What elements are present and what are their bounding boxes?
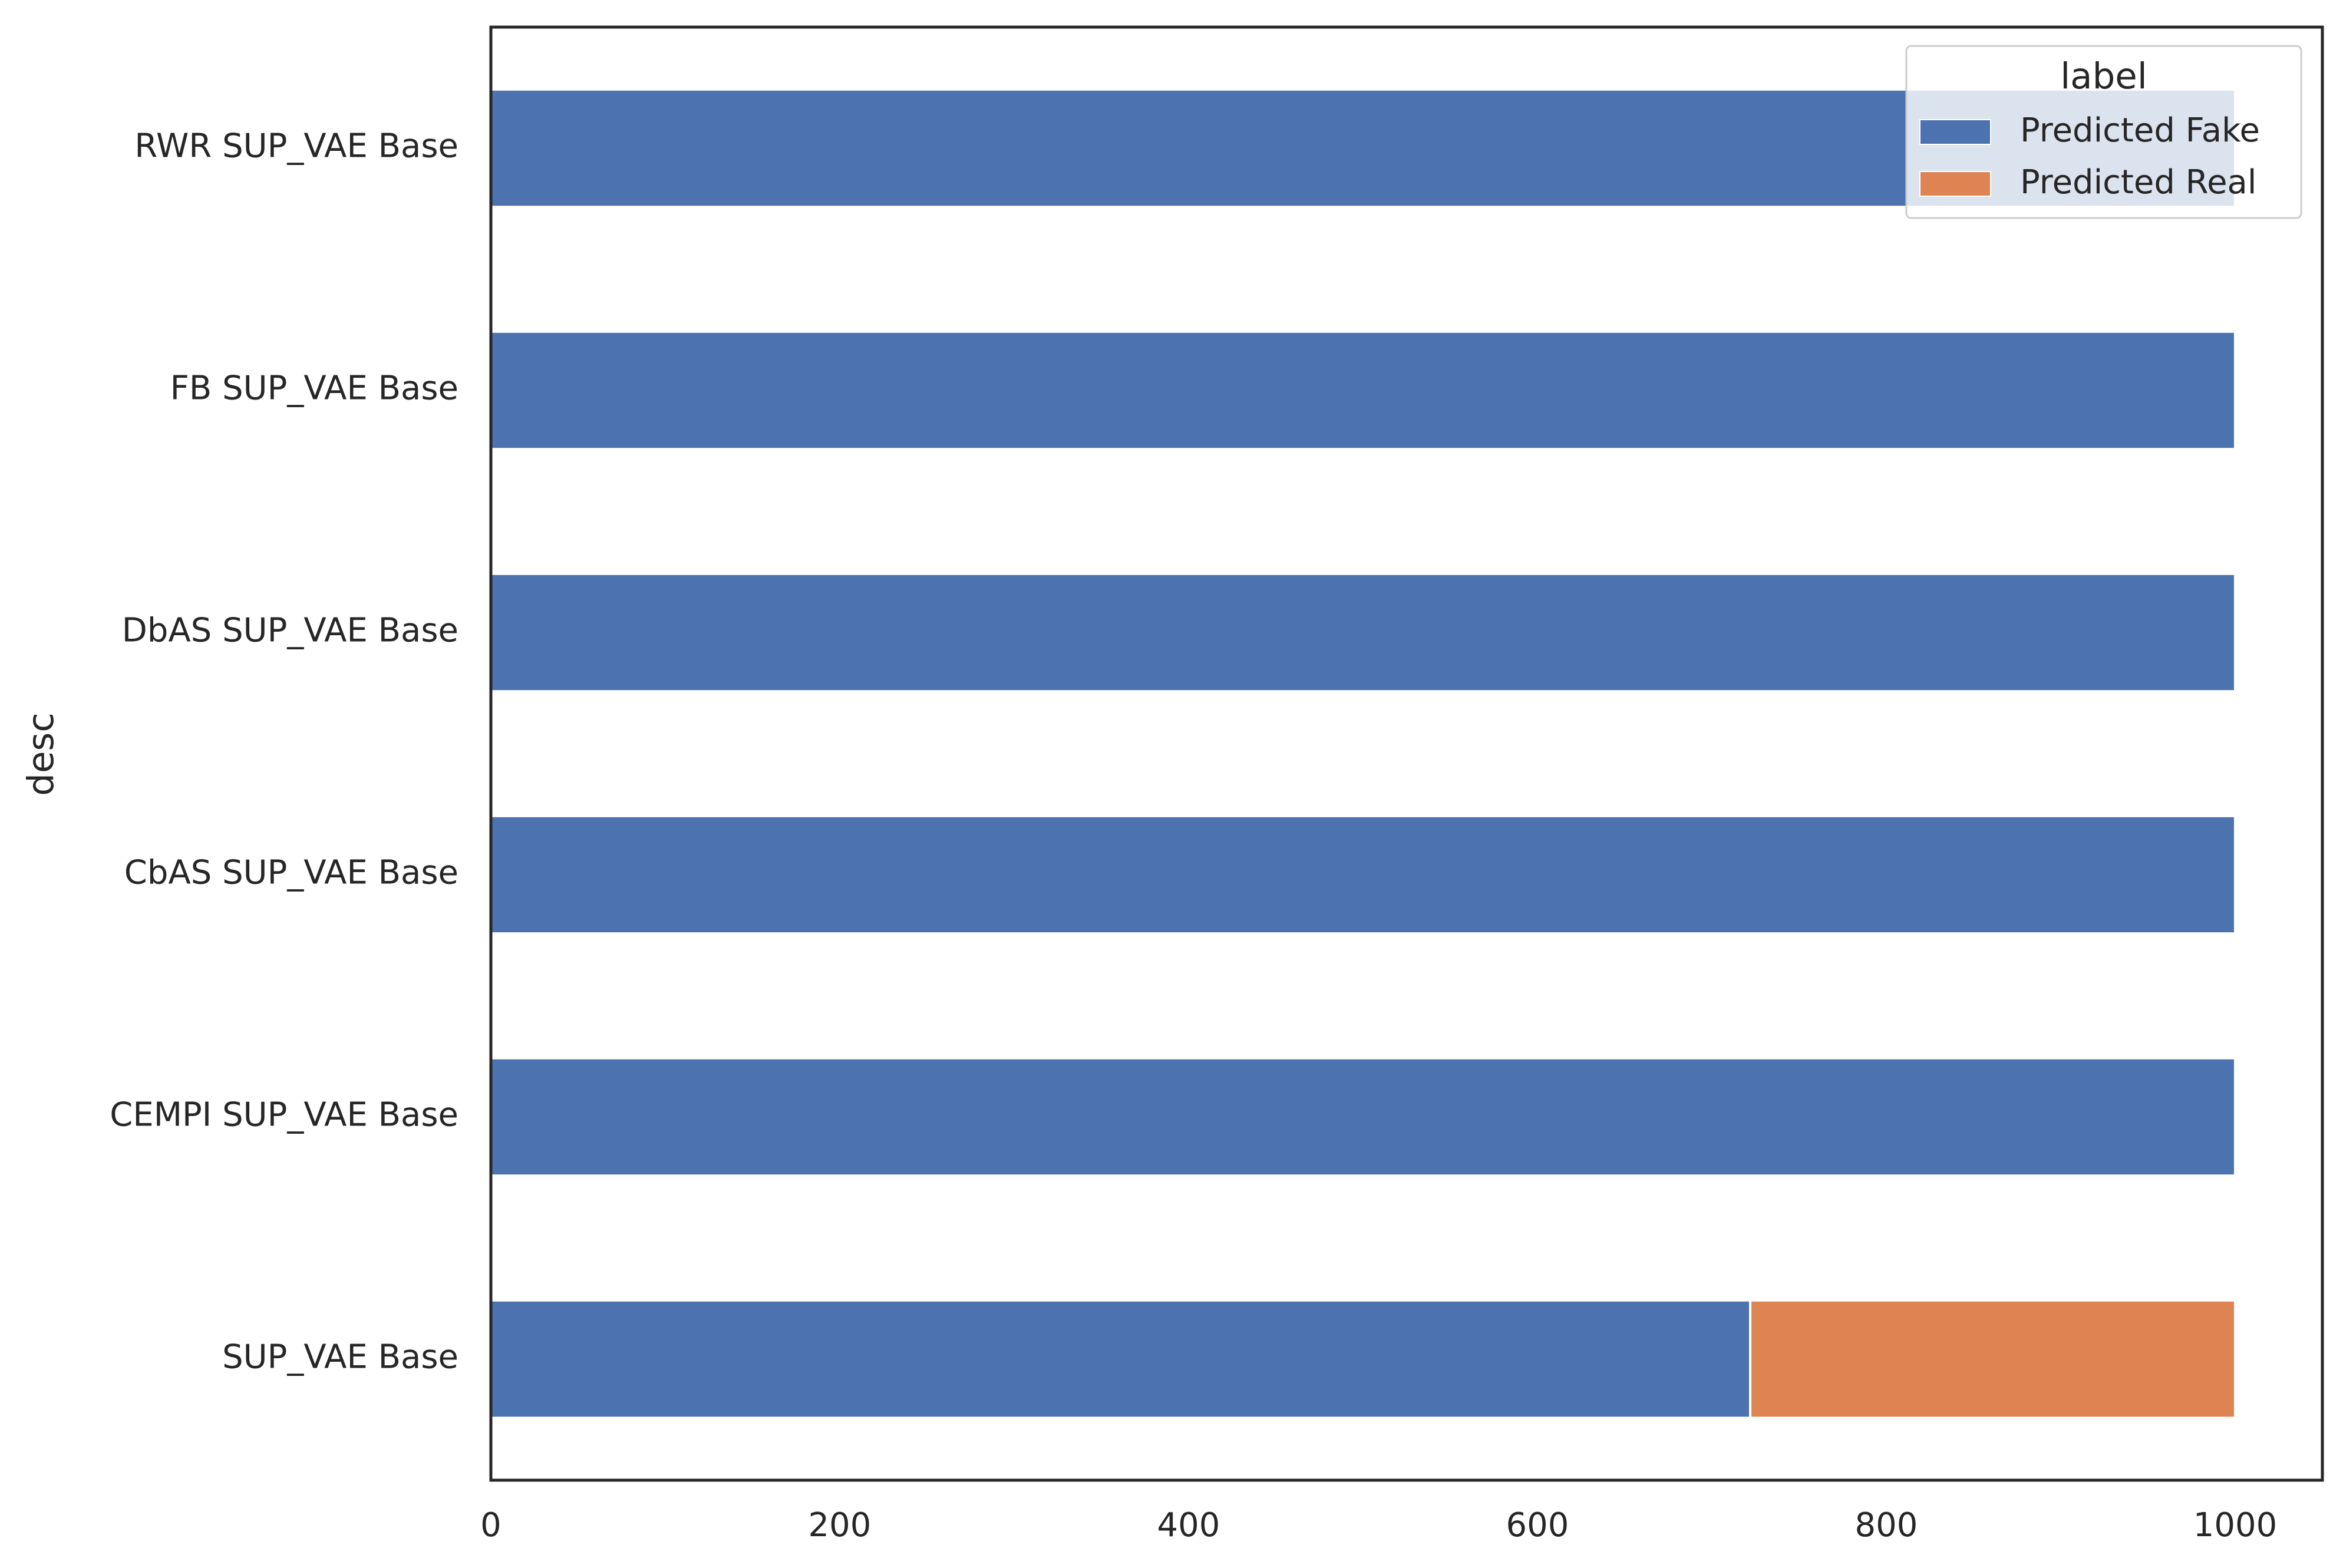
y-tick-label: CbAS SUP_VAE Base [124,854,458,892]
x-tick-label: 1000 [2193,1506,2278,1544]
y-tick-label: CEMPI SUP_VAE Base [110,1096,458,1134]
bar-fake-5 [490,1299,1752,1420]
bar-real-5 [1749,1299,2237,1420]
legend-title: label [2060,55,2147,97]
legend-entry-label: Predicted Fake [2020,111,2260,150]
x-tick-label: 200 [808,1506,872,1544]
y-tick-label: DbAS SUP_VAE Base [122,612,458,650]
y-axis-title: desc [20,712,62,796]
legend: label Predicted Fake Predicted Real [1905,45,2302,219]
y-tick-label: SUP_VAE Base [222,1338,458,1376]
x-tick-label: 800 [1855,1506,1918,1544]
y-tick-label: RWR SUP_VAE Base [134,127,458,166]
y-tick-label: FB SUP_VAE Base [170,369,458,408]
legend-box [1905,45,2302,219]
bar-fake-2 [490,572,2236,693]
x-tick-labels: 0 200 400 600 800 1000 [480,1506,2277,1544]
x-tick-label: 400 [1157,1506,1220,1544]
legend-swatch [1919,171,1991,197]
x-tick-label: 0 [480,1506,501,1544]
legend-swatch [1919,119,1991,145]
bar-fake-3 [490,814,2236,935]
plot-frame [489,25,2324,1482]
bar-fake-1 [490,330,2236,451]
bar-fake-4 [490,1057,2236,1177]
x-tick-label: 600 [1506,1506,1569,1544]
y-tick-labels: RWR SUP_VAE Base FB SUP_VAE Base DbAS SUP_… [110,127,458,1376]
legend-entry-label: Predicted Real [2020,163,2256,202]
